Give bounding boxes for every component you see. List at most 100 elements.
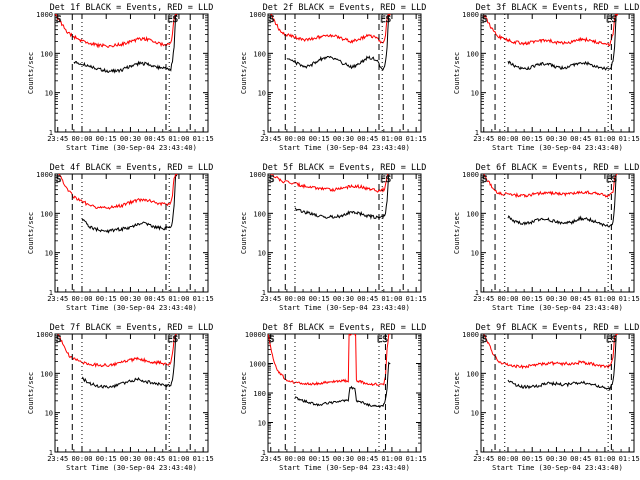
x-tick-label: 00:45 bbox=[144, 135, 165, 143]
y-tick-label: 1000 bbox=[36, 171, 53, 179]
chart-panel-2: Det 2f BLACK = Events, RED = LLD 1 10 100 10… bbox=[240, 3, 427, 152]
chart-panel-6: Det 6f BLACK = Events, RED = LLD 1 10 100 10… bbox=[453, 163, 640, 312]
x-tick-label: 01:00 bbox=[594, 135, 615, 143]
series-line-lld bbox=[483, 334, 619, 370]
x-tick-label: 00:15 bbox=[522, 295, 543, 303]
y-tick-label: 1 bbox=[262, 289, 266, 297]
y-tick-label: 10 bbox=[45, 90, 53, 98]
x-tick-label: 01:00 bbox=[168, 455, 189, 463]
marker-flag-label: S bbox=[482, 175, 487, 185]
x-axis-label: Start Time (30-Sep-04 23:43:40) bbox=[492, 304, 623, 312]
series-line-lld bbox=[57, 334, 178, 368]
x-axis-label: Start Time (30-Sep-04 23:43:40) bbox=[66, 144, 197, 152]
series-line-events bbox=[507, 14, 619, 71]
y-tick-label: 1000 bbox=[462, 171, 479, 179]
marker-flag-label: S bbox=[269, 335, 274, 345]
y-tick-label: 1 bbox=[475, 289, 479, 297]
x-tick-label: 23:45 bbox=[47, 135, 68, 143]
y-tick-label: 1 bbox=[475, 449, 479, 457]
marker-flag-label: S bbox=[482, 15, 487, 25]
x-tick-label: 23:45 bbox=[473, 295, 494, 303]
y-tick-label: 10 bbox=[471, 410, 479, 418]
x-tick-label: 00:15 bbox=[309, 455, 330, 463]
x-tick-label: 01:00 bbox=[381, 455, 402, 463]
marker-flag-label: ES bbox=[167, 335, 178, 345]
x-tick-label: 00:45 bbox=[357, 455, 378, 463]
plot-frame bbox=[480, 333, 635, 453]
x-tick-label: 01:00 bbox=[594, 455, 615, 463]
y-tick-label: 10 bbox=[258, 90, 266, 98]
x-tick-label: 00:15 bbox=[309, 135, 330, 143]
marker-flag-label: S bbox=[269, 175, 274, 185]
x-tick-label: 00:00 bbox=[284, 455, 305, 463]
x-tick-label: 01:00 bbox=[168, 295, 189, 303]
x-tick-label: 00:15 bbox=[96, 295, 117, 303]
x-tick-label: 00:45 bbox=[570, 455, 591, 463]
y-axis-label: Counts/sec bbox=[240, 52, 248, 94]
marker-flag-label: S bbox=[56, 335, 61, 345]
x-tick-label: 00:30 bbox=[120, 455, 141, 463]
series-line-lld bbox=[483, 14, 619, 47]
y-tick-label: 1 bbox=[49, 129, 53, 137]
x-tick-label: 01:00 bbox=[381, 135, 402, 143]
series-line-events bbox=[507, 334, 618, 392]
y-tick-label: 100 bbox=[40, 50, 53, 58]
chart-title: Det 3f BLACK = Events, RED = LLD bbox=[476, 3, 640, 13]
x-axis-label: Start Time (30-Sep-04 23:43:40) bbox=[66, 464, 197, 472]
x-tick-label: 00:15 bbox=[522, 455, 543, 463]
x-tick-label: 00:30 bbox=[333, 455, 354, 463]
chart-title: Det 9f BLACK = Events, RED = LLD bbox=[476, 323, 640, 333]
marker-flag-label: ES bbox=[606, 15, 617, 25]
chart-panel-4: Det 4f BLACK = Events, RED = LLD 1 10 100 10… bbox=[27, 163, 214, 312]
y-tick-label: 10 bbox=[45, 410, 53, 418]
y-tick-label: 100 bbox=[40, 370, 53, 378]
marker-flag-label: ES bbox=[606, 335, 617, 345]
y-tick-label: 1000 bbox=[462, 331, 479, 339]
x-tick-label: 00:30 bbox=[120, 295, 141, 303]
x-tick-label: 00:45 bbox=[144, 455, 165, 463]
x-tick-label: 01:15 bbox=[406, 295, 427, 303]
marker-flag-label: ES bbox=[380, 175, 391, 185]
x-tick-label: 01:15 bbox=[193, 455, 214, 463]
y-tick-label: 100 bbox=[40, 210, 53, 218]
y-tick-label: 1 bbox=[262, 129, 266, 137]
chart-title: Det 8f BLACK = Events, RED = LLD bbox=[263, 323, 427, 333]
y-tick-label: 10 bbox=[258, 250, 266, 258]
y-axis-label: Counts/sec bbox=[27, 372, 35, 414]
y-tick-label: 1000 bbox=[249, 171, 266, 179]
x-tick-label: 01:00 bbox=[168, 135, 189, 143]
marker-flag-label: ES bbox=[377, 335, 388, 345]
chart-panel-1: Det 1f BLACK = Events, RED = LLD 1 10 100 10… bbox=[27, 3, 214, 152]
chart-title: Det 5f BLACK = Events, RED = LLD bbox=[263, 163, 427, 173]
x-tick-label: 00:15 bbox=[522, 135, 543, 143]
plot-frame bbox=[54, 333, 209, 453]
series-line-events bbox=[73, 14, 178, 74]
x-tick-label: 00:00 bbox=[71, 295, 92, 303]
chart-panel-5: Det 5f BLACK = Events, RED = LLD 1 10 100 10… bbox=[240, 163, 427, 312]
x-tick-label: 00:15 bbox=[309, 295, 330, 303]
marker-flag-label: S bbox=[269, 15, 274, 25]
x-tick-label: 01:00 bbox=[381, 295, 402, 303]
y-tick-label: 100 bbox=[253, 50, 266, 58]
series-line-lld bbox=[268, 334, 391, 387]
plot-frame bbox=[267, 333, 422, 453]
x-tick-label: 00:30 bbox=[333, 135, 354, 143]
x-tick-label: 00:00 bbox=[497, 295, 518, 303]
x-tick-label: 23:45 bbox=[260, 135, 281, 143]
x-tick-label: 01:15 bbox=[193, 135, 214, 143]
x-axis-label: Start Time (30-Sep-04 23:43:40) bbox=[66, 304, 197, 312]
y-tick-label: 1000 bbox=[36, 11, 53, 19]
x-tick-label: 23:45 bbox=[473, 135, 494, 143]
x-tick-label: 00:30 bbox=[546, 295, 567, 303]
series-line-events bbox=[81, 334, 178, 389]
plot-frame bbox=[54, 173, 209, 293]
x-tick-label: 01:15 bbox=[406, 135, 427, 143]
y-tick-label: 100 bbox=[466, 210, 479, 218]
plot-frame bbox=[267, 13, 422, 133]
x-axis-label: Start Time (30-Sep-04 23:43:40) bbox=[279, 464, 410, 472]
x-tick-label: 23:45 bbox=[47, 455, 68, 463]
x-axis-label: Start Time (30-Sep-04 23:43:40) bbox=[492, 144, 623, 152]
x-tick-label: 00:15 bbox=[96, 135, 117, 143]
chart-panel-9: Det 9f BLACK = Events, RED = LLD 1 10 100 10… bbox=[453, 323, 640, 472]
y-tick-label: 1 bbox=[49, 289, 53, 297]
